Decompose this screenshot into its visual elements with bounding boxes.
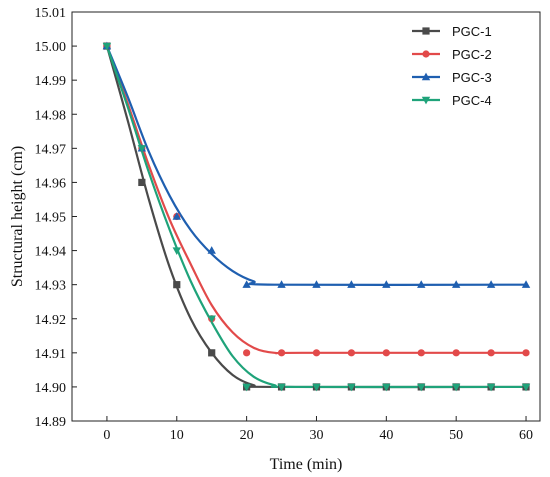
- data-point: [521, 383, 531, 392]
- y-tick-label: 14.98: [35, 108, 67, 123]
- y-axis-title: Structural height (cm): [9, 146, 26, 287]
- series-line-pgc-4: [105, 45, 527, 389]
- series-markers: [102, 41, 531, 392]
- data-point: [242, 383, 251, 392]
- y-tick-label: 14.89: [35, 415, 67, 430]
- data-point: [102, 42, 112, 51]
- legend-item: PGC-1: [412, 24, 492, 39]
- data-point: [207, 246, 216, 254]
- legend-marker: [422, 50, 430, 58]
- data-point: [486, 280, 496, 288]
- y-tick-label: 14.92: [35, 313, 67, 328]
- data-point: [347, 383, 356, 392]
- data-point: [452, 349, 460, 357]
- y-tick-label: 14.90: [35, 381, 67, 396]
- x-tick-label: 30: [309, 428, 323, 443]
- series-markers-pgc-2: [103, 42, 530, 357]
- y-tick-label: 14.96: [35, 176, 67, 191]
- legend-label: PGC-2: [452, 47, 492, 62]
- legend-label: PGC-4: [452, 93, 492, 108]
- data-point: [277, 280, 286, 288]
- legend-label: PGC-3: [452, 70, 492, 85]
- data-point: [207, 315, 216, 324]
- legend-item: PGC-2: [412, 47, 492, 62]
- data-point: [417, 280, 426, 288]
- y-tick-label: 15.01: [35, 6, 67, 21]
- legend-marker: [421, 72, 431, 81]
- data-point: [172, 247, 181, 255]
- data-point: [382, 383, 391, 392]
- legend-marker: [421, 96, 431, 105]
- y-tick-label: 14.94: [35, 245, 67, 260]
- data-point: [277, 383, 286, 392]
- data-point: [521, 280, 531, 288]
- y-tick-label: 14.91: [35, 347, 67, 362]
- x-tick-label: 20: [240, 428, 254, 443]
- axis-ticks: 0 10 20 30 40 50 60 14.89 14.90 14.91 14.92 14.93 14…: [35, 6, 534, 443]
- data-point: [382, 349, 390, 357]
- data-point: [208, 349, 216, 357]
- legend-item: PGC-3: [412, 70, 492, 85]
- legend: PGC-1 PGC-2 PGC-3 PGC-4: [412, 24, 492, 108]
- x-tick-label: 60: [519, 428, 533, 443]
- data-point: [137, 145, 147, 153]
- data-point: [138, 178, 146, 187]
- x-axis-title: Time (min): [270, 456, 343, 473]
- data-point: [522, 349, 530, 357]
- data-point: [312, 349, 321, 357]
- data-point: [172, 212, 181, 220]
- legend-item: PGC-4: [412, 93, 492, 108]
- data-point: [173, 281, 181, 289]
- data-point: [312, 383, 321, 392]
- data-point: [242, 280, 251, 288]
- series-markers-pgc-4: [102, 42, 531, 392]
- data-point: [243, 349, 251, 357]
- y-tick-label: 14.93: [35, 279, 67, 294]
- data-point: [487, 349, 495, 357]
- y-tick-label: 14.97: [35, 142, 67, 157]
- y-tick-label: 14.99: [35, 74, 67, 89]
- data-point: [451, 280, 461, 288]
- data-point: [451, 383, 461, 392]
- x-tick-label: 0: [103, 428, 110, 443]
- x-tick-label: 50: [449, 428, 463, 443]
- legend-label: PGC-1: [452, 24, 492, 39]
- data-point: [417, 383, 426, 392]
- x-tick-label: 10: [170, 428, 184, 443]
- data-point: [347, 349, 356, 357]
- series-line-pgc-2: [105, 45, 527, 355]
- series-line-pgc-3: [105, 45, 527, 287]
- data-point: [486, 383, 496, 392]
- data-point: [417, 349, 425, 357]
- y-tick-label: 15.00: [35, 40, 67, 55]
- x-tick-label: 40: [379, 428, 393, 443]
- data-point: [382, 280, 391, 288]
- data-point: [347, 280, 356, 288]
- legend-marker: [422, 27, 430, 35]
- y-tick-label: 14.95: [35, 211, 67, 226]
- data-point: [277, 349, 286, 357]
- data-point: [312, 280, 321, 288]
